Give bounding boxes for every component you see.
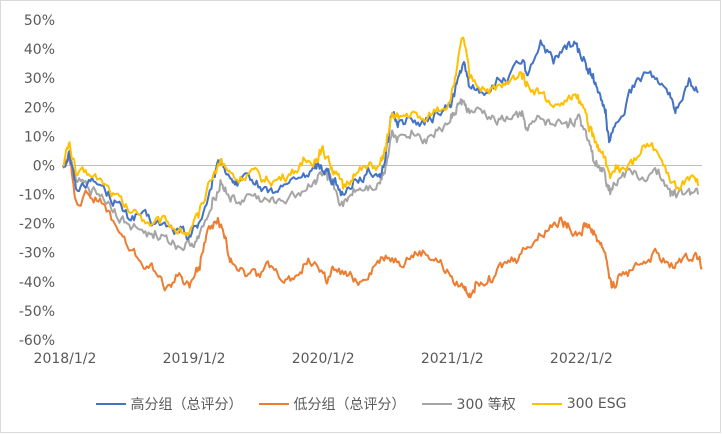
- legend-label-low-score: 低分组（总评分）: [293, 397, 406, 413]
- y-axis-ticks: 50% 40% 30% 20% 10% 0% -10% -20% -30% -40% -50% -60…: [19, 13, 55, 349]
- y-tick-label: -40%: [19, 275, 55, 291]
- legend: 高分组（总评分） 低分组（总评分） 300 等权 300 ESG: [0, 394, 722, 414]
- legend-item-300-esg: 300 ESG: [531, 396, 627, 412]
- y-tick-label: 30%: [24, 71, 55, 87]
- x-tick-label: 2021/1/2: [421, 351, 484, 367]
- y-tick-label: -60%: [19, 333, 55, 349]
- legend-swatch-300-esg: [531, 403, 562, 405]
- y-tick-label: 20%: [24, 100, 55, 116]
- series-lines: [62, 36, 703, 299]
- legend-swatch-low-score: [258, 403, 289, 405]
- legend-item-high-score: 高分组（总评分）: [95, 394, 243, 414]
- legend-label-300-equal-weight: 300 等权: [456, 397, 516, 413]
- legend-label-300-esg: 300 ESG: [566, 396, 627, 412]
- y-tick-label: -30%: [19, 246, 55, 262]
- series-line-300-esg: [62, 36, 700, 237]
- x-tick-label: 2018/1/2: [34, 351, 97, 367]
- series-line-300-equal-weight: [62, 98, 700, 252]
- x-axis-ticks: 2018/1/2 2019/1/2 2020/1/2 2021/1/2 2022/1/2: [34, 351, 613, 367]
- y-tick-label: 40%: [24, 42, 55, 58]
- legend-item-300-equal-weight: 300 等权: [421, 394, 516, 414]
- y-tick-label: 50%: [24, 13, 55, 29]
- series-line-high-score: [62, 39, 699, 241]
- legend-label-high-score: 高分组（总评分）: [130, 397, 243, 413]
- y-tick-label: 10%: [24, 129, 55, 145]
- y-tick-label: -50%: [19, 304, 55, 320]
- legend-swatch-300-equal-weight: [421, 403, 452, 405]
- y-tick-label: 0%: [33, 158, 55, 174]
- x-tick-label: 2022/1/2: [550, 351, 613, 367]
- x-tick-label: 2020/1/2: [292, 351, 355, 367]
- legend-item-low-score: 低分组（总评分）: [258, 394, 406, 414]
- legend-swatch-high-score: [95, 403, 126, 405]
- y-tick-label: -10%: [19, 188, 55, 204]
- x-tick-label: 2019/1/2: [163, 351, 226, 367]
- series-line-low-score: [62, 155, 703, 299]
- y-tick-label: -20%: [19, 217, 55, 233]
